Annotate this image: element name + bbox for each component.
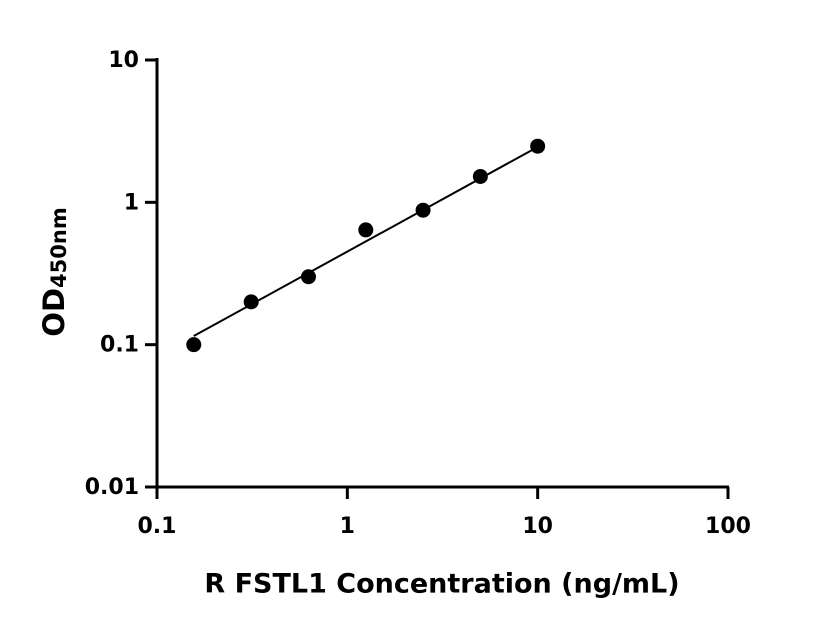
- y-tick-label: 0.1: [100, 333, 139, 358]
- x-tick-label: 1: [340, 514, 355, 539]
- data-point: [530, 138, 546, 154]
- y-axis-label: OD450nm: [37, 207, 71, 336]
- x-axis-label: R FSTL1 Concentration (ng/mL): [204, 569, 679, 600]
- data-point: [415, 202, 431, 218]
- x-tick-label: 100: [705, 514, 751, 539]
- data-point: [186, 337, 202, 353]
- data-point: [472, 168, 488, 184]
- y-tick-label: 10: [108, 48, 139, 73]
- data-point: [243, 294, 259, 310]
- y-axis-label-main: OD: [37, 288, 71, 337]
- y-axis-label-sub: 450nm: [47, 207, 71, 288]
- data-point: [300, 269, 316, 285]
- x-tick-label: 0.1: [138, 514, 177, 539]
- x-tick-label: 10: [522, 514, 553, 539]
- data-point: [358, 222, 374, 238]
- y-tick-label: 0.01: [85, 475, 139, 500]
- y-tick-label: 1: [124, 190, 139, 215]
